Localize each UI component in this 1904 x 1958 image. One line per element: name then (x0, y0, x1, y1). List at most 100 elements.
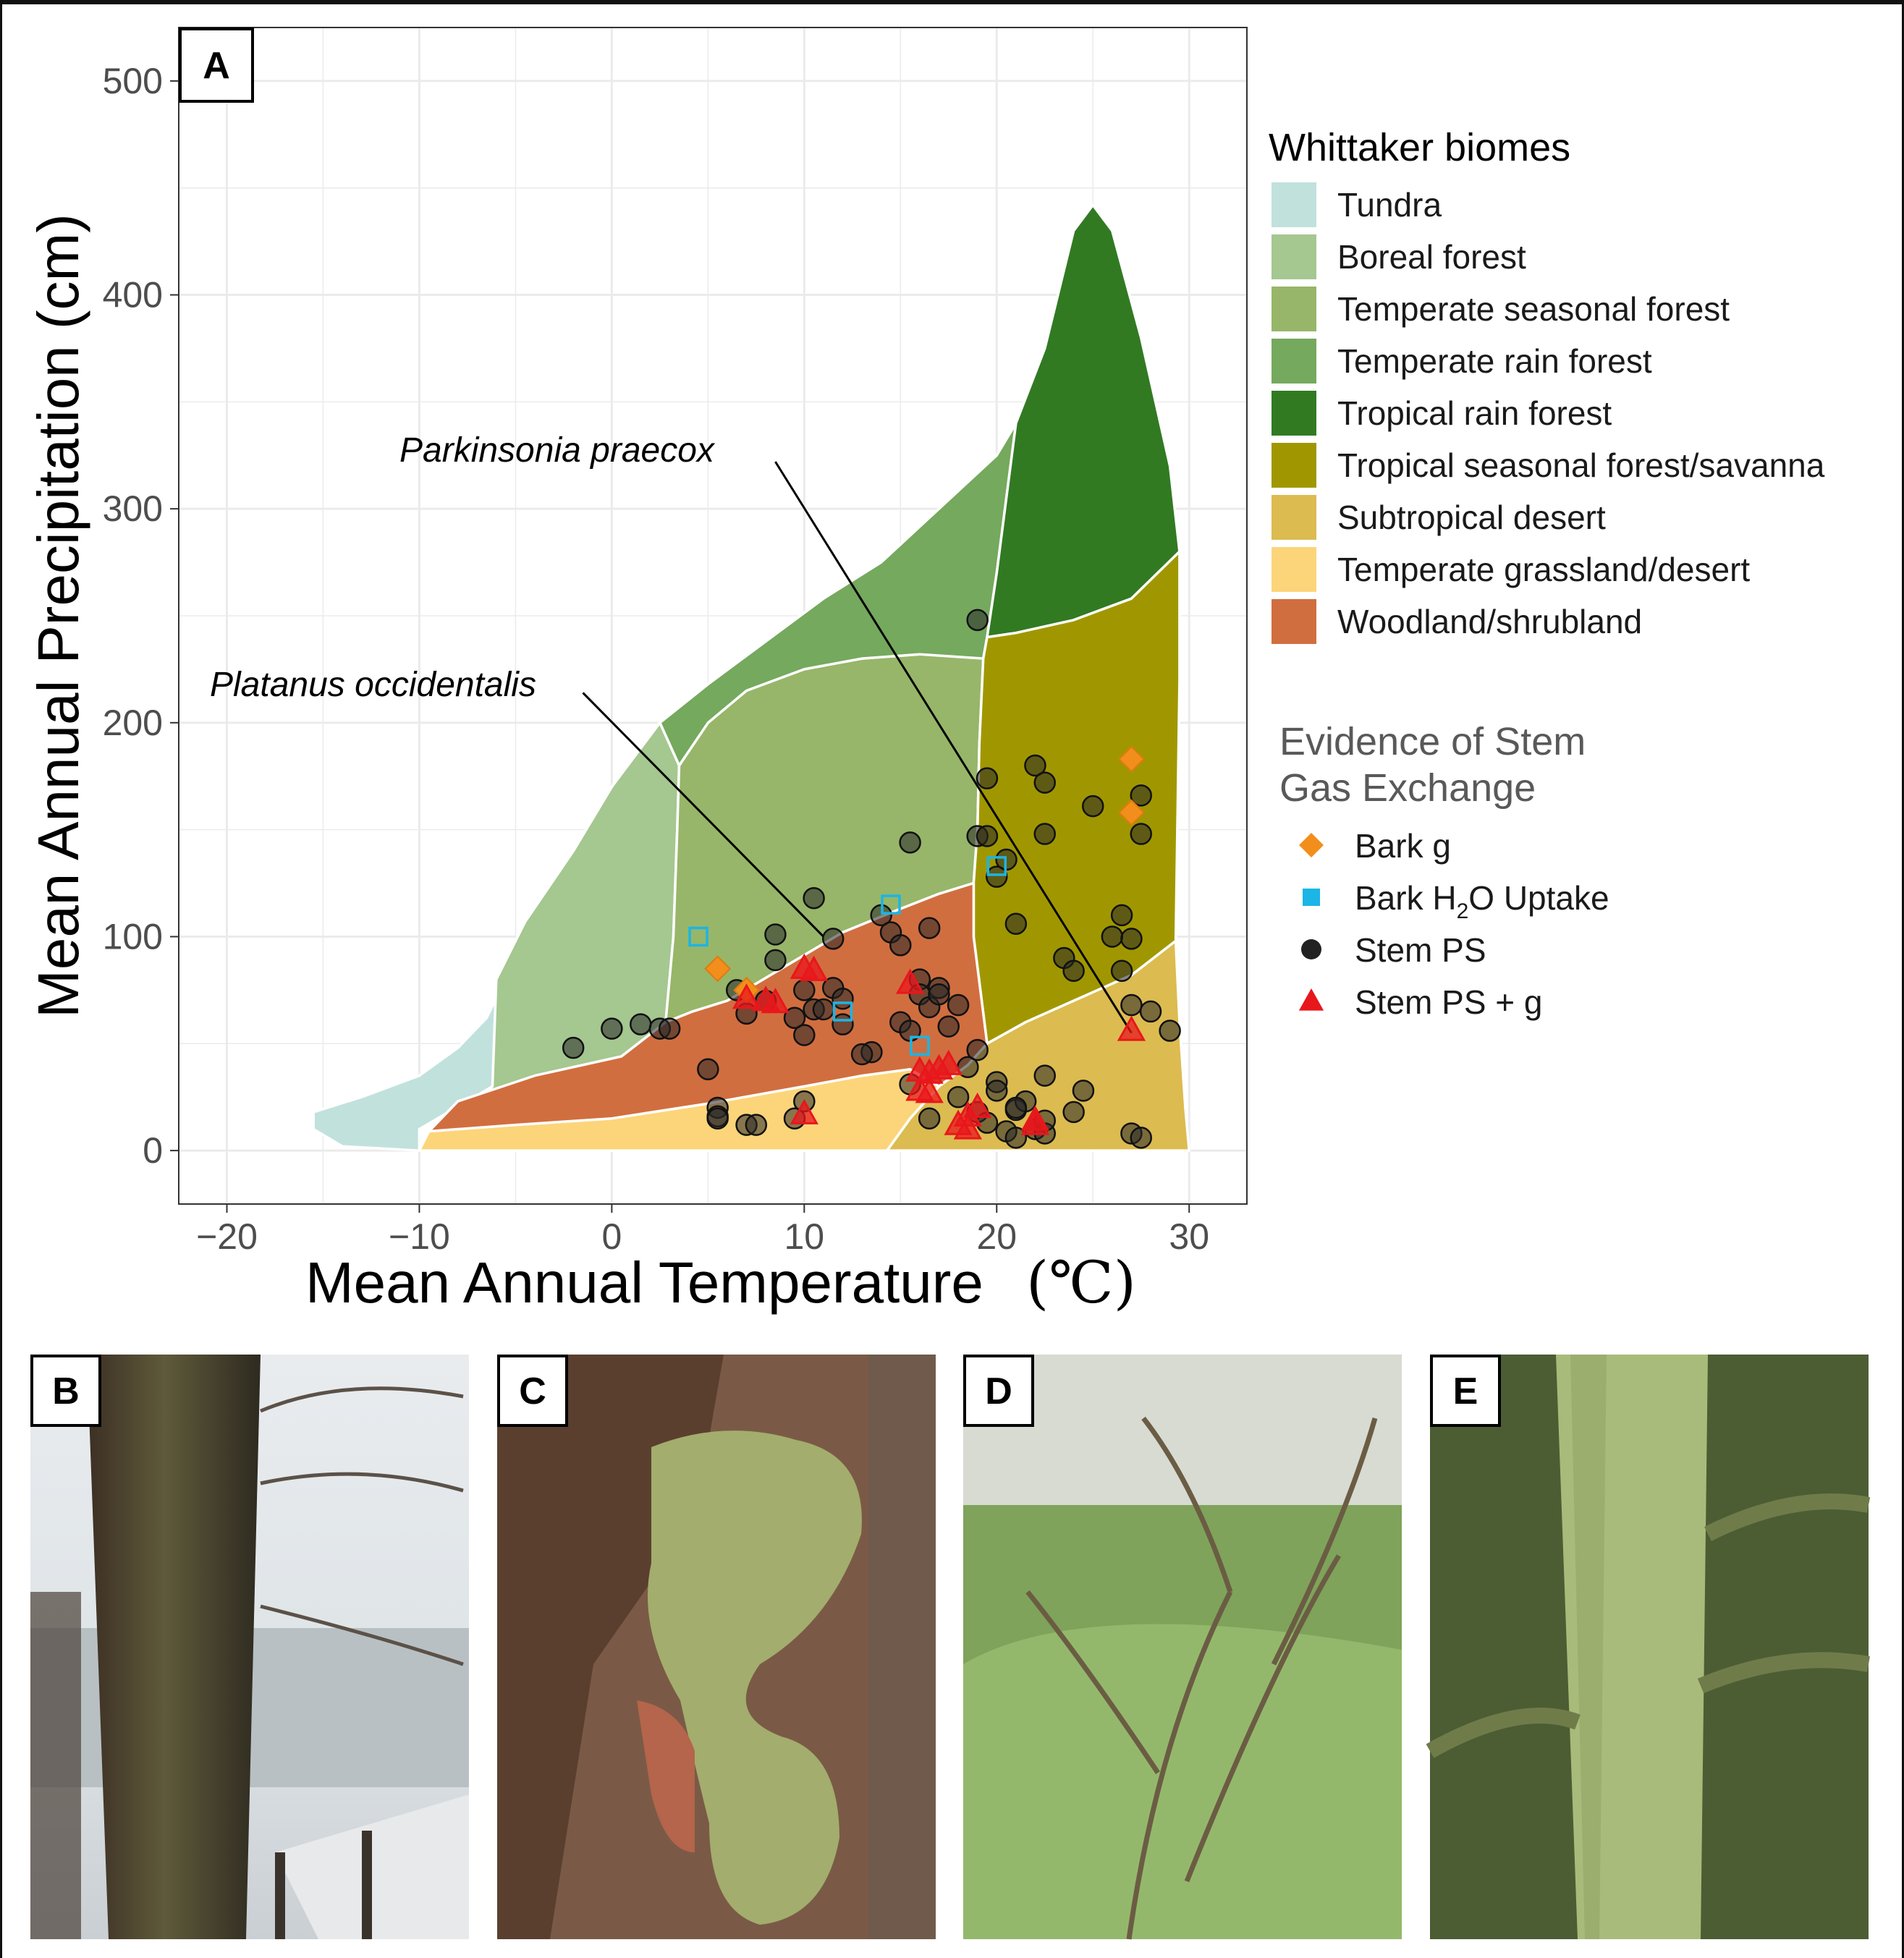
legend-biome-label: Tropical seasonal forest/savanna (1337, 446, 1825, 484)
marker-stem-ps-g (953, 1114, 983, 1140)
legend-biome-swatch (1272, 287, 1316, 331)
legend-biome-label: Tropical rain forest (1337, 394, 1612, 432)
marker-stem-ps-g (732, 983, 761, 1009)
marker-stem-ps-g (963, 1092, 992, 1119)
legend-evidence-label: Stem PS (1355, 931, 1486, 969)
marker-stem-ps (793, 1024, 816, 1046)
marker-bark-g (1118, 745, 1145, 773)
legend-biome-swatch (1272, 339, 1316, 383)
marker-stem-ps (803, 886, 825, 910)
photo-panel-e (1426, 1355, 1871, 1939)
y-tick-label: 100 (103, 916, 163, 957)
annotation-line-1 (774, 461, 1133, 1034)
legend-evidence-title-line1: Evidence of Stem (1279, 720, 1586, 763)
y-tick-label: 300 (103, 488, 163, 529)
marker-stem-ps (976, 767, 999, 789)
marker-stem-ps (918, 1107, 941, 1130)
marker-stem-ps (697, 1058, 719, 1080)
marker-stem-ps (658, 1017, 681, 1040)
marker-stem-ps (783, 1006, 806, 1030)
legend-biome-swatch (1272, 495, 1316, 540)
y-tick-label: 400 (103, 275, 163, 315)
marker-stem-ps-g (895, 968, 925, 994)
marker-stem-ps-g (1020, 1109, 1050, 1135)
y-axis-title: Mean Annual Precipitation (cm) (26, 213, 90, 1018)
y-tick-label: 200 (103, 703, 163, 743)
marker-stem-ps (1130, 823, 1152, 845)
panel-a-box (179, 27, 254, 103)
marker-stem-ps (1110, 959, 1133, 983)
x-tick-label: 0 (601, 1216, 622, 1257)
x-tick-label: −20 (196, 1216, 258, 1257)
panel-c-label: C (519, 1370, 546, 1412)
marker-bark-g (704, 955, 732, 983)
marker-stem-ps (1130, 1127, 1152, 1149)
marker-stem-ps (1130, 784, 1152, 807)
scatter-points (562, 609, 1181, 1149)
marker-stem-ps (1072, 1080, 1095, 1102)
marker-stem-ps (1024, 754, 1046, 777)
marker-stem-ps (928, 983, 950, 1006)
annotation-platanus: Platanus occidentalis (210, 666, 536, 704)
legend-biome-swatch (1272, 443, 1316, 488)
y-tick-label: 500 (103, 61, 163, 101)
marker-stem-ps (1033, 823, 1057, 845)
marker-stem-ps (832, 987, 854, 1010)
marker-stem-ps-g (761, 988, 790, 1014)
legend-biome-label: Temperate rain forest (1337, 342, 1652, 380)
marker-stem-ps (1004, 1127, 1028, 1149)
legend-biomes: Tundra Boreal forest Temperate seasonal fo… (1272, 182, 1825, 644)
panel-e-box (1430, 1355, 1501, 1427)
marker-stem-ps (706, 1107, 729, 1130)
x-axis-title: Mean Annual Temperature (305, 1250, 983, 1315)
marker-stem-ps (832, 1013, 854, 1035)
y-tick-label: 0 (143, 1130, 163, 1171)
marker-stem-ps (889, 934, 912, 957)
legend-evidence-label: Stem PS + g (1355, 983, 1543, 1021)
marker-stem-ps (1101, 925, 1124, 948)
annotation-parkinsonia: Parkinsonia praecox (399, 431, 716, 470)
marker-bark-h2o (986, 856, 1007, 876)
marker-stem-ps (630, 1013, 652, 1035)
marker-stem-ps (966, 609, 989, 632)
marker-stem-ps (947, 993, 970, 1017)
legend-biome-swatch (1272, 234, 1316, 279)
legend-biome-label: Temperate grassland/desert (1337, 551, 1750, 588)
legend-biome-label: Tundra (1337, 186, 1442, 224)
legend-biome-label: Subtropical desert (1337, 499, 1606, 536)
x-axis-ticks: −20 −10 0 10 20 30 (196, 1204, 1209, 1257)
marker-stem-ps (937, 1015, 960, 1038)
marker-bark-h2o (832, 1001, 853, 1022)
marker-stem-ps (562, 1036, 585, 1059)
marker-bark-h2o (881, 894, 901, 915)
marker-stem-ps (1081, 794, 1104, 818)
marker-stem-ps (1110, 904, 1133, 927)
legend-evidence: Bark g Bark H2O Uptake Stem PS Stem PS + g (1298, 827, 1609, 1021)
x-tick-label: −10 (389, 1216, 450, 1257)
x-tick-label: 20 (976, 1216, 1017, 1257)
panel-c-box (497, 1355, 568, 1427)
marker-stem-ps (986, 865, 1008, 888)
panel-e-label: E (1453, 1370, 1478, 1412)
marker-stem-ps-g (1117, 1015, 1146, 1041)
marker-stem-ps-g (1298, 988, 1324, 1011)
marker-bark-g (1299, 833, 1324, 857)
panel-d-label: D (985, 1370, 1012, 1412)
panel-b-box (30, 1355, 101, 1427)
legend-evidence-title-line2: Gas Exchange (1279, 766, 1536, 810)
marker-stem-ps (986, 1080, 1008, 1102)
legend-biome-label: Woodland/shrubland (1337, 603, 1642, 640)
marker-stem-ps (1301, 939, 1321, 959)
marker-stem-ps (976, 825, 999, 847)
legend-evidence-label: Bark H2O Uptake (1355, 879, 1609, 923)
marker-stem-ps (947, 1085, 970, 1109)
photo-panel-c (497, 1355, 936, 1939)
marker-stem-ps (793, 979, 816, 1001)
photo-panel-d (963, 1355, 1402, 1940)
marker-stem-ps (1120, 993, 1143, 1017)
marker-stem-ps (1033, 1064, 1057, 1087)
marker-stem-ps (1033, 771, 1057, 794)
y-axis-ticks: 0 100 200 300 400 500 (103, 61, 179, 1171)
